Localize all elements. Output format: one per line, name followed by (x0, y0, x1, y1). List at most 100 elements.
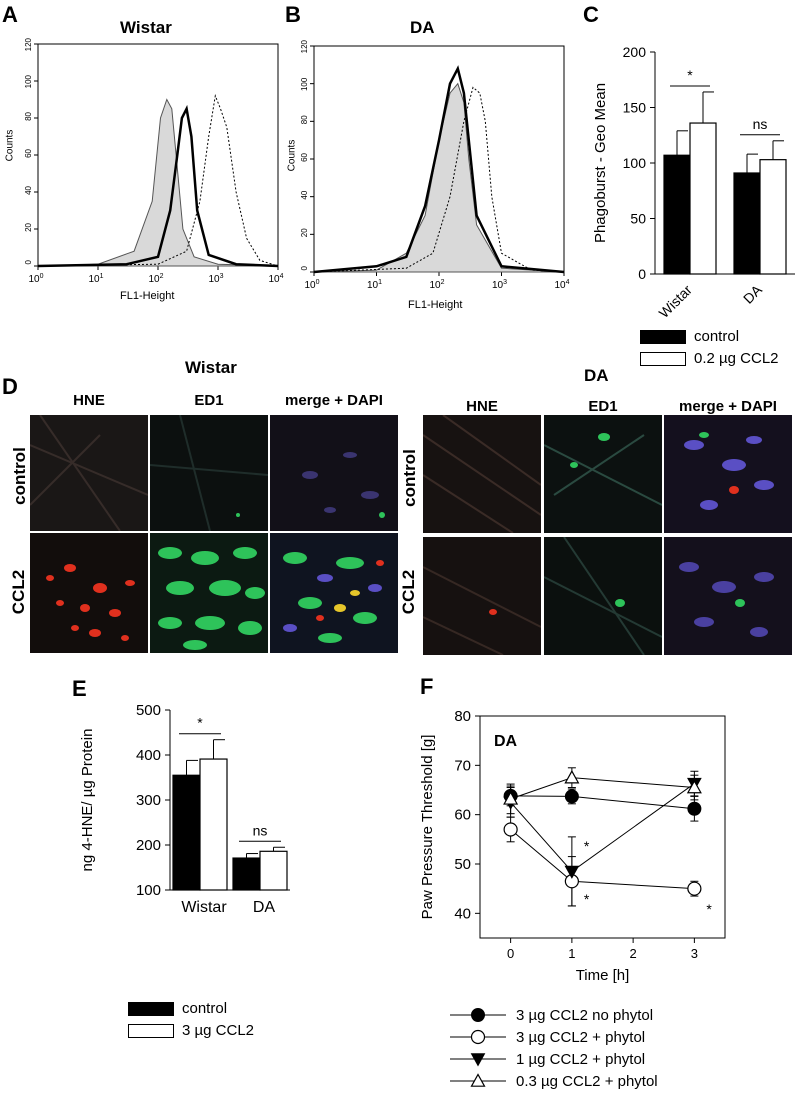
micrograph-wistar-control-ed1 (150, 415, 268, 531)
bar-control-DA (232, 857, 261, 891)
x-tick-label: DA (740, 281, 766, 307)
bar-0-2-g-CCL2-Wistar (689, 122, 717, 275)
bar-control-DA (733, 172, 761, 275)
plot-frame (479, 715, 726, 939)
histogram-series-0 (313, 82, 565, 273)
data-point-0-2 (687, 801, 702, 816)
y-tick-label: 60 (300, 152, 309, 161)
y-tick-label: 0 (300, 265, 309, 270)
y-tick-label: 50 (454, 856, 471, 873)
y-tick-label: 40 (454, 905, 471, 922)
micrograph-da-control-merge (664, 415, 792, 533)
legend-swatch-control-c (640, 329, 686, 344)
line-chart-f: 40 50 60 70 80 0 1 2 3 Paw Pressure Threshold [g]… (419, 708, 726, 1090)
y-tick-label: 0 (638, 266, 646, 282)
y-tick-label: 200 (136, 837, 161, 854)
data-point-3-2 (686, 779, 702, 794)
axis-ylabel-a: Counts (4, 129, 16, 162)
legend-swatch-treated-e (128, 1023, 174, 1038)
y-tick-label: 80 (300, 115, 309, 124)
x-tick-label: 2 (630, 946, 637, 961)
data-point-1-0 (503, 822, 518, 837)
inset-label: DA (494, 733, 518, 750)
panel-letter-d: D (2, 374, 18, 399)
axis-ylabel-b: Counts (286, 139, 298, 172)
legend-marker-2 (470, 1053, 486, 1067)
micrograph-wistar-control-hne (30, 415, 148, 531)
col-hne-da: HNE (466, 398, 498, 415)
panel-letter-a: A (2, 2, 18, 27)
legend-swatch-treated-c (640, 351, 686, 366)
significance-label: * (197, 715, 203, 731)
x-tick-label: Wistar (181, 899, 227, 916)
data-point-3-1 (564, 769, 580, 784)
histogram-series-1 (37, 104, 279, 268)
col-merge-wistar: merge + DAPI (285, 392, 383, 409)
histogram-series-2 (313, 86, 565, 273)
significance-label: ns (253, 822, 268, 838)
y-tick-label: 120 (300, 39, 309, 53)
y-tick-label: 400 (136, 747, 161, 764)
micrograph-wistar-ccl2-hne (30, 533, 148, 653)
micrograph-wistar-ccl2-ed1 (150, 533, 268, 653)
micrograph-da-ccl2-ed1 (544, 537, 662, 655)
x-tick-label: 102 (148, 273, 163, 285)
y-tick-label: 500 (136, 702, 161, 719)
y-tick-label: 60 (24, 148, 33, 157)
panel-b-title: DA (410, 18, 435, 37)
significance-label: ns (753, 116, 768, 132)
y-tick-label: 70 (454, 757, 471, 774)
y-tick-label: 50 (630, 211, 646, 227)
series-line-1 (510, 829, 695, 890)
series-line-0 (510, 795, 695, 810)
x-tick-label: Wistar (656, 281, 696, 320)
micrograph-da-control-ed1 (544, 415, 662, 533)
significance-star: * (706, 901, 712, 917)
col-ed1-wistar: ED1 (194, 392, 224, 409)
group-title-da: DA (584, 366, 609, 385)
x-tick-label: 103 (492, 279, 507, 291)
panel-a-title: Wistar (120, 18, 172, 37)
legend-e-control: control (128, 1000, 227, 1017)
y-tick-label: 100 (136, 882, 161, 899)
legend-label-1: 3 µg CCL2 + phytol (516, 1029, 645, 1046)
x-tick-label: 103 (208, 273, 223, 285)
x-tick-label: 1 (568, 946, 575, 961)
micrograph-wistar-ccl2-merge (270, 533, 398, 653)
legend-marker-3 (470, 1073, 486, 1087)
bar-3-g-CCL2-DA (259, 850, 288, 891)
data-point-0-1 (564, 789, 579, 804)
col-ed1-da: ED1 (588, 398, 618, 415)
legend-swatch-control-e (128, 1001, 174, 1016)
panel-letter-c: C (583, 2, 599, 27)
histogram-b: 0 20 40 60 80 100 120 100 101 102 103 104 (300, 39, 570, 291)
legend-c-control: control (640, 328, 739, 345)
x-tick-label: 100 (304, 279, 319, 291)
x-tick-label: 3 (691, 946, 698, 961)
data-point-1-2 (687, 881, 702, 896)
bar-chart-c: 0 50 100 150 200 * ns Wistar DA Phagoburst - Geo … (592, 44, 795, 320)
bar-control-Wistar (172, 774, 201, 891)
y-tick-label: 100 (24, 74, 33, 88)
y-tick-label: 100 (300, 77, 309, 91)
x-tick-label: 0 (507, 946, 514, 961)
legend-e-treated: 3 µg CCL2 (128, 1022, 254, 1039)
x-tick-label: 104 (554, 279, 569, 291)
legend-label-0: 3 µg CCL2 no phytol (516, 1007, 653, 1024)
micrograph-da-ccl2-merge (664, 537, 792, 655)
significance-label: * (687, 67, 693, 83)
row-control-wistar: control (10, 447, 29, 505)
y-tick-label: 20 (24, 222, 33, 231)
panel-letter-f: F (420, 674, 434, 699)
legend-label-treated-c: 0.2 µg CCL2 (694, 350, 779, 367)
y-tick-label: 20 (300, 228, 309, 237)
histogram-series-1 (313, 65, 565, 274)
y-tick-label: 300 (136, 792, 161, 809)
legend-marker-1 (470, 1029, 486, 1045)
legend-label-3: 0.3 µg CCL2 + phytol (516, 1073, 658, 1090)
data-point-2-1 (564, 865, 580, 879)
series-line-2 (510, 783, 695, 873)
row-control-da: control (400, 449, 419, 507)
data-point-3-0 (503, 791, 519, 805)
legend-marker-0 (471, 1008, 485, 1022)
